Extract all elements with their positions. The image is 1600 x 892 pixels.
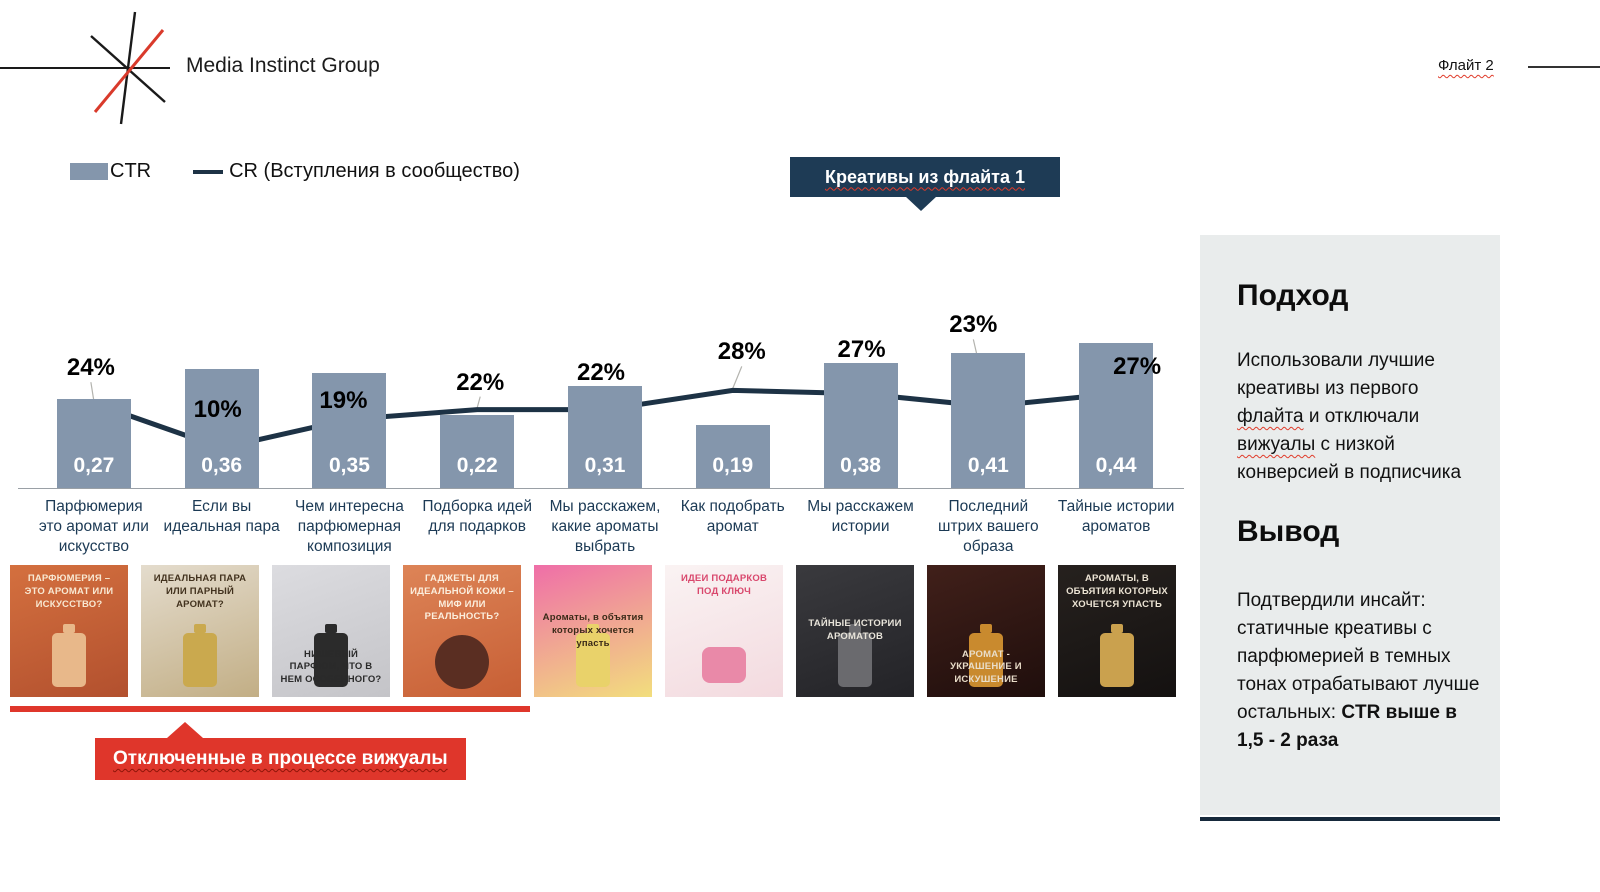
creative-thumbnail: НИШЕВЫЙ ПАРФЮМ, ЧТО В НЕМ ОСОБЕННОГО?	[272, 565, 390, 697]
flight-label: Флайт 2	[1438, 57, 1494, 74]
creative-thumbnail: ИДЕИ ПОДАРКОВ ПОД КЛЮЧ	[665, 565, 783, 697]
brand-title: Media Instinct Group	[186, 54, 380, 77]
creative-thumbnail: ИДЕАЛЬНАЯ ПАРА ИЛИ ПАРНЫЙ АРОМАТ?	[141, 565, 259, 697]
header-rule-left	[0, 67, 170, 69]
creative-thumbnail: ПАРФЮМЕРИЯ – ЭТО АРОМАТ ИЛИ ИСКУССТВО?	[10, 565, 128, 697]
cr-legend-swatch	[193, 169, 224, 174]
creative-text: АРОМАТЫ, В ОБЪЯТИЯ КОТОРЫХ ХОЧЕТСЯ УПАСТ…	[1066, 573, 1168, 610]
header-rule-right	[1528, 66, 1600, 68]
perfume-bottle-graphic	[576, 633, 610, 687]
ctr-bar: 0,41	[951, 352, 1026, 488]
panel-bottom-rule	[1200, 817, 1500, 821]
ctr-bar: 0,36	[184, 369, 259, 488]
ctr-bar-value-label: 0,44	[1095, 454, 1137, 477]
perfume-bottle-graphic	[1100, 633, 1134, 687]
ctr-bar-value-label: 0,41	[967, 454, 1009, 477]
category-label: Подборка идей для подарков	[422, 498, 533, 536]
ctr-bar: 0,38	[823, 362, 898, 488]
perfume-bottle-graphic	[52, 633, 86, 687]
category-label: Чем интересна парфюмерная композиция	[295, 498, 404, 556]
perfume-bottle-graphic	[183, 633, 217, 687]
ctr-bar-value-label: 0,36	[201, 454, 243, 477]
flight1-creatives-callout: Креативы из флайта 1	[790, 157, 1060, 197]
approach-title: Подход	[1237, 279, 1349, 312]
category-label: Мы расскажем истории	[807, 498, 914, 536]
ctr-bar: 0,19	[695, 425, 770, 488]
ctr-bar: 0,44	[1079, 342, 1154, 488]
ctr-bar-value-label: 0,35	[329, 454, 370, 477]
creative-text: АРОМАТ - УКРАШЕНИЕ И ИСКУШЕНИЕ	[950, 648, 1022, 686]
chart: 0,27 0,36 0,35 0,22 0,31 0,19 0,38 0,41 0,44 24% 1…	[18, 230, 1184, 489]
ctr-bar-value-label: 0,19	[712, 454, 754, 477]
ctr-bar: 0,22	[440, 415, 515, 488]
category-label: Последний штрих вашего образа	[938, 498, 1039, 556]
creative-text: ИДЕИ ПОДАРКОВ ПОД КЛЮЧ	[680, 573, 768, 597]
cr-line-value-label: 22%	[576, 358, 626, 386]
ctr-bar-value-label: 0,27	[73, 454, 115, 477]
perfume-bottle-graphic	[838, 633, 872, 687]
ctr-legend-label: CTR	[110, 160, 152, 182]
callout-label: Креативы из флайта 1	[825, 166, 1025, 187]
cr-line-value-label: 19%	[319, 387, 368, 415]
creative-text: ТАЙНЫЕ ИСТОРИИ АРОМАТОВ	[808, 618, 902, 642]
conclusion-text-bold: CTR выше в 1,5 - 2 раза	[1237, 702, 1457, 751]
conclusion-text-normal: Подтвердили инсайт: статичные креативы с…	[1237, 590, 1480, 723]
cr-line-value-label: 27%	[1113, 352, 1162, 380]
cr-line-value-label: 24%	[66, 354, 115, 382]
category-label: Мы расскажем, какие ароматы выбрать	[549, 498, 661, 556]
creative-text: ГАДЖЕТЫ ДЛЯ ИДЕАЛЬНОЙ КОЖИ – МИФ ИЛИ РЕА…	[410, 573, 514, 623]
category-label: Если вы идеальная пара	[163, 498, 280, 536]
creative-thumbnail: АРОМАТЫ, В ОБЪЯТИЯ КОТОРЫХ ХОЧЕТСЯ УПАСТ…	[1058, 565, 1176, 697]
approach-text-segment: и отключали	[1303, 406, 1420, 427]
chart-baseline	[18, 488, 1184, 489]
creative-text: Ароматы, в объятия которых хочется упаст…	[542, 611, 644, 649]
creative-text: ИДЕАЛЬНАЯ ПАРА ИЛИ ПАРНЫЙ АРОМАТ?	[153, 573, 247, 610]
cr-legend-label: CR (Вступления в сообщество)	[229, 160, 520, 182]
perfume-sphere-graphic	[435, 635, 489, 689]
creative-thumbnail: ТАЙНЫЕ ИСТОРИИ АРОМАТОВ	[796, 565, 914, 697]
ctr-bar-value-label: 0,22	[456, 454, 498, 477]
callout-pointer-triangle	[905, 196, 937, 211]
conclusion-text: Подтвердили инсайт: статичные креативы с…	[1237, 587, 1484, 755]
categories: Парфюмерия это аромат или искусство Если …	[30, 497, 1180, 567]
chart-legend: CTR CR (Вступления в сообщество)	[70, 160, 520, 183]
approach-text: Использовали лучшие креативы из первого …	[1237, 347, 1484, 487]
perfume-jar-graphic	[702, 647, 746, 683]
cr-line-value-label: 22%	[456, 368, 505, 396]
cr-line-value-label: 23%	[949, 311, 998, 339]
side-panel: Подход Использовали лучшие креативы из п…	[1200, 235, 1500, 815]
category-label: Как подобрать аромат	[680, 498, 785, 536]
creatives-row: ПАРФЮМЕРИЯ – ЭТО АРОМАТ ИЛИ ИСКУССТВО? ИД…	[10, 565, 1176, 697]
approach-text-segment: с низкой конверсией в подписчика	[1237, 434, 1462, 483]
perfume-bottle-graphic	[969, 633, 1003, 687]
ctr-bar: 0,31	[568, 385, 642, 488]
ctr-bar: 0,35	[312, 372, 387, 488]
category-label: Парфюмерия это аромат или искусство	[38, 498, 149, 556]
ctr-legend-swatch	[70, 163, 108, 180]
approach-text-wavy-word: флайта	[1237, 406, 1304, 427]
cr-line-value-label: 28%	[717, 338, 766, 366]
perfume-bottle-graphic	[314, 633, 348, 687]
disabled-banner: Отключенные в процессе вижуалы	[95, 738, 466, 780]
creative-thumbnail: ГАДЖЕТЫ ДЛЯ ИДЕАЛЬНОЙ КОЖИ – МИФ ИЛИ РЕА…	[403, 565, 521, 697]
ctr-bar-value-label: 0,31	[584, 454, 626, 477]
creative-text: ПАРФЮМЕРИЯ – ЭТО АРОМАТ ИЛИ ИСКУССТВО?	[24, 573, 114, 610]
disabled-creatives-underline	[10, 706, 530, 712]
approach-text-wavy-word: вижуалы	[1237, 434, 1316, 455]
cr-line-value-label: 10%	[193, 396, 242, 423]
ctr-bar: 0,27	[56, 398, 131, 488]
creative-text: НИШЕВЫЙ ПАРФЮМ, ЧТО В НЕМ ОСОБЕННОГО?	[280, 648, 382, 686]
creative-thumbnail: АРОМАТ - УКРАШЕНИЕ И ИСКУШЕНИЕ	[927, 565, 1045, 697]
conclusion-title: Вывод	[1237, 515, 1340, 548]
ctr-bar-value-label: 0,38	[840, 454, 881, 477]
creative-thumbnail: Ароматы, в объятия которых хочется упаст…	[534, 565, 652, 697]
disabled-banner-pointer-triangle	[167, 722, 203, 738]
star-logo-icon	[90, 11, 166, 125]
cr-line-value-label: 27%	[837, 335, 886, 363]
approach-text-segment: Использовали лучшие креативы из первого	[1237, 350, 1435, 399]
category-label: Тайные истории ароматов	[1057, 498, 1175, 536]
disabled-banner-label: Отключенные в процессе вижуалы	[113, 748, 448, 769]
